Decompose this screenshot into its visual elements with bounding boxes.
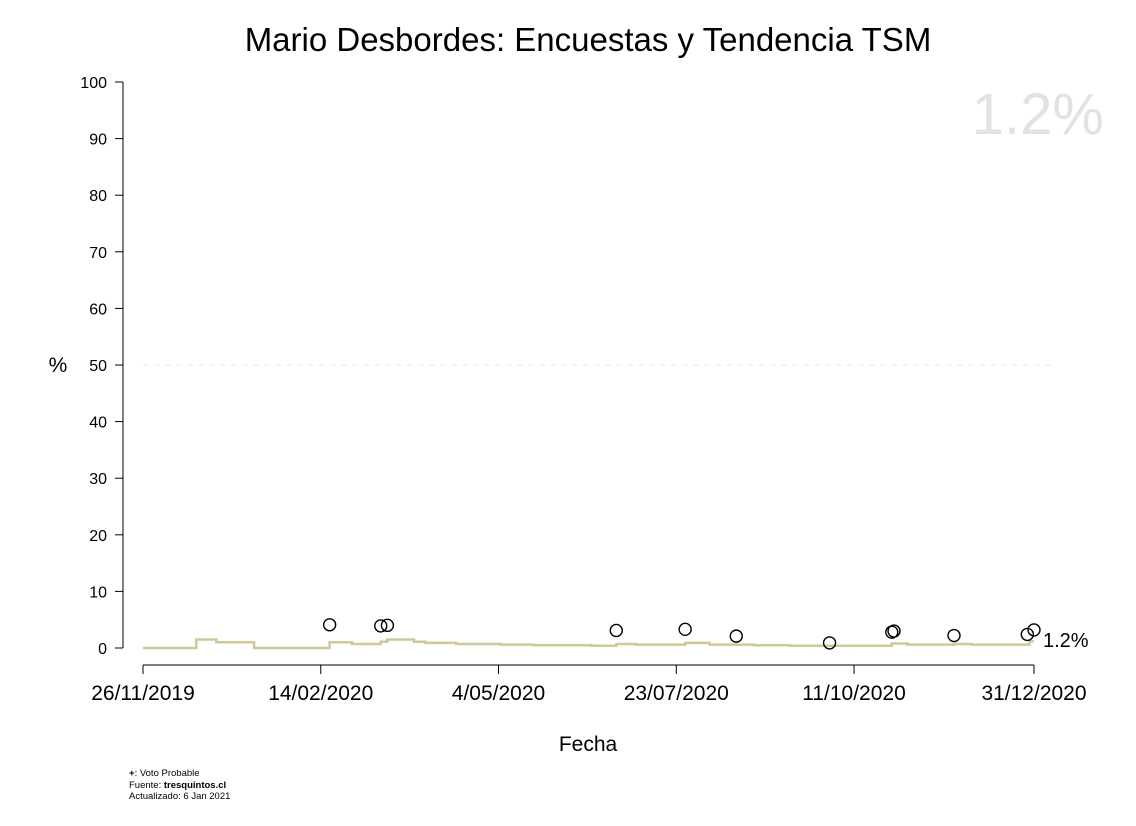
x-tick-label: 11/10/2020 [802,682,906,705]
y-tick-label: 20 [89,528,107,545]
x-tick-label: 31/12/2020 [981,682,1086,705]
footer-source-link: tresquintos.cl [163,779,227,791]
x-tick-label: 4/05/2020 [452,682,545,705]
x-axis: 26/11/2019 14/02/2020 4/05/2020 23/07/2020 1… [91,664,1087,705]
y-tick-label: 60 [89,301,107,318]
trend-series [143,638,1034,650]
footer-notes: +: Voto Probable Fuente: tresquintos.cl … [129,768,230,803]
trend-step-line [143,638,1034,650]
poll-point [1027,623,1041,637]
footer-source-prefix: Fuente: [129,779,164,791]
y-tick-label: 100 [80,75,107,92]
y-axis-label: % [49,354,68,377]
y-tick-label: 90 [89,132,107,149]
chart-title: Mario Desbordes: Encuestas y Tendencia T… [245,21,932,58]
x-tick-label: 26/11/2019 [91,682,195,705]
y-tick-label: 10 [89,584,107,601]
current-value-watermark: 1.2% [972,82,1104,147]
footer-source: Fuente: tresquintos.cl [129,780,230,792]
poll-point [822,636,837,650]
footer-legend-note: +: Voto Probable [129,768,230,780]
footer-updated: Actualizado: 6 Jan 2021 [129,791,231,802]
x-tick-label: 14/02/2020 [268,682,373,705]
footer-legend-text: : Voto Probable [134,768,200,779]
poll-points-series [322,618,1041,650]
poll-point [380,618,395,633]
x-tick-label: 23/07/2020 [624,682,729,705]
poll-point [1020,627,1035,642]
y-axis: 0 10 20 30 40 50 60 70 80 90 100 [80,75,124,658]
poll-point [947,628,961,643]
y-tick-label: 70 [89,245,107,262]
poll-point [322,618,337,632]
y-tick-label: 80 [89,188,107,205]
poll-point [678,622,692,637]
y-tick-label: 40 [89,415,107,432]
y-tick-label: 0 [98,641,107,658]
poll-point [374,619,388,633]
y-tick-label: 50 [89,358,107,375]
x-axis-label: Fecha [559,733,618,756]
poll-point [729,629,743,643]
trend-end-label: 1.2% [1043,630,1089,652]
footer-plus-symbol: + [129,768,135,779]
y-tick-label: 30 [89,471,107,488]
poll-point [887,624,901,638]
poll-point [609,623,623,638]
